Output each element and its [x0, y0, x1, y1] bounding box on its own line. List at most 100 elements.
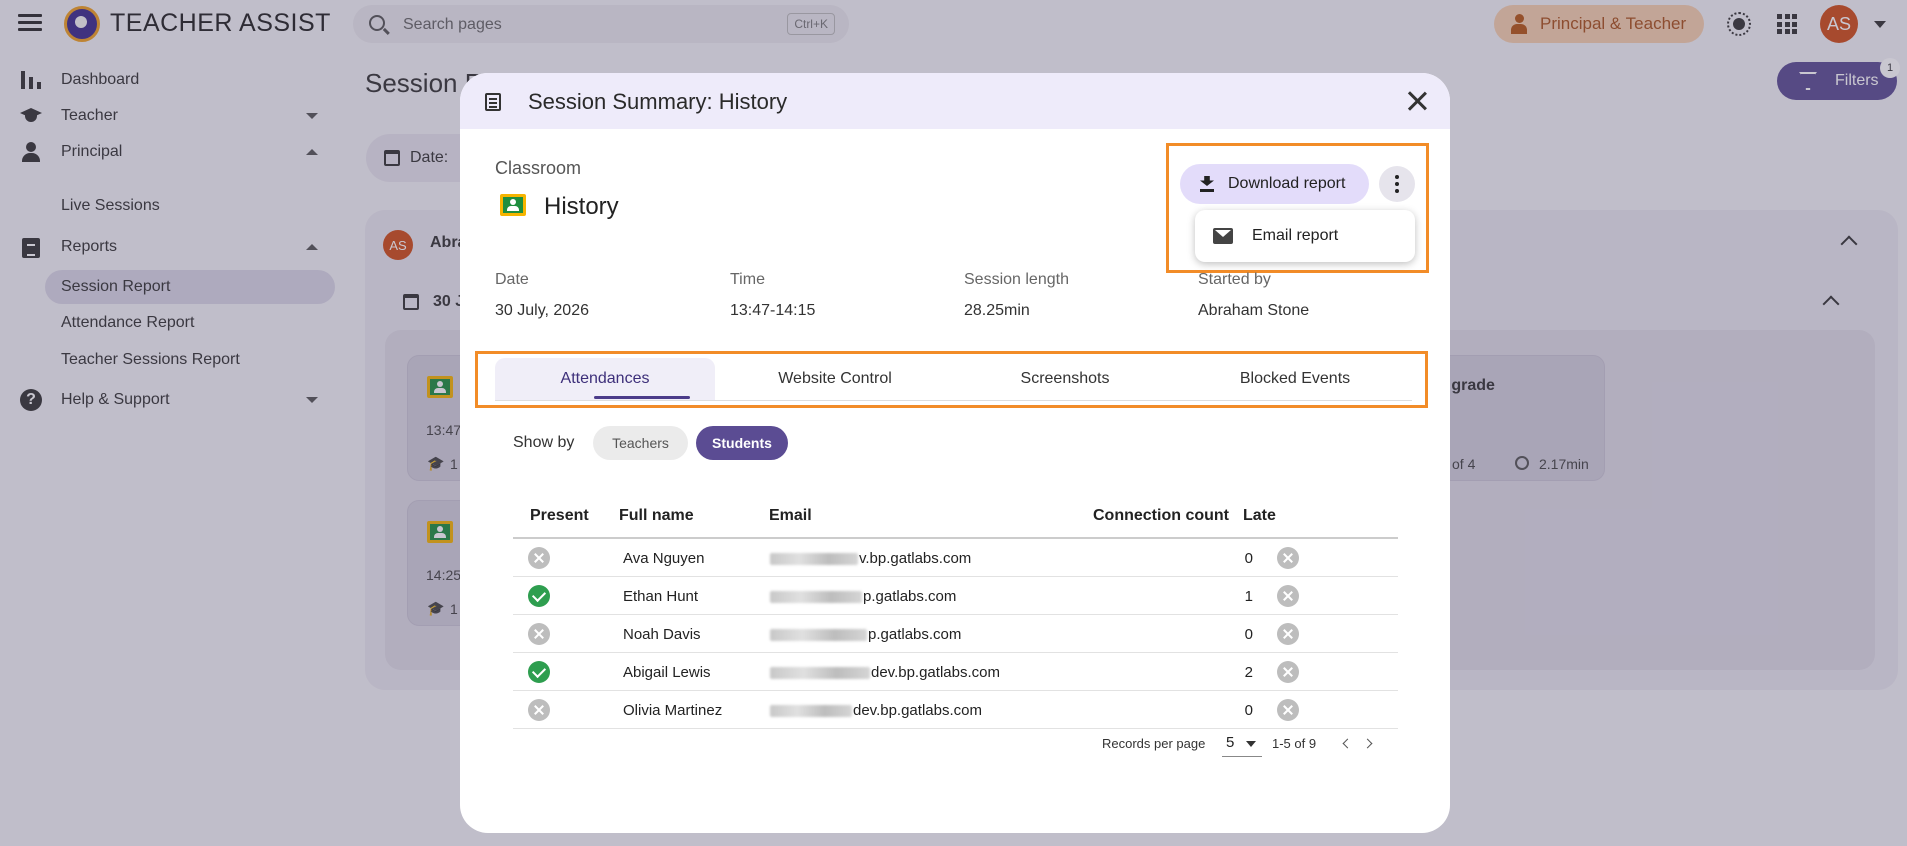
chevron-down-icon — [306, 113, 318, 119]
date-filter-label: Date: — [410, 149, 449, 166]
filters-button[interactable]: Filters — [1777, 62, 1897, 100]
search-icon — [369, 15, 385, 31]
graduation-cap-icon: 🎓 — [427, 600, 445, 616]
column-header-email[interactable]: Email — [769, 507, 812, 524]
student-email: dev.bp.gatlabs.com — [770, 702, 982, 719]
session-title: 9 grade — [1438, 377, 1495, 394]
filters-label: Filters — [1835, 72, 1879, 89]
connection-count: 1 — [1244, 588, 1253, 605]
student-name: Ethan Hunt — [623, 588, 699, 605]
chevron-down-icon — [1246, 741, 1256, 747]
clock-icon — [1515, 456, 1529, 470]
connection-count: 0 — [1244, 550, 1253, 567]
student-email: p.gatlabs.com — [770, 626, 961, 643]
connection-count: 0 — [1244, 702, 1253, 719]
close-icon[interactable] — [1406, 90, 1428, 112]
sidebar-item-reports[interactable]: Reports — [0, 229, 340, 265]
role-label: Principal & Teacher — [1540, 14, 1687, 33]
tab-attendances[interactable]: Attendances — [495, 358, 715, 400]
email-report-menu-item[interactable]: Email report — [1195, 210, 1415, 262]
bar-chart-icon — [20, 69, 42, 91]
column-header-connection-count[interactable]: Connection count — [1093, 507, 1229, 524]
show-by-teachers-toggle[interactable]: Teachers — [593, 426, 688, 460]
sidebar-item-teacher[interactable]: Teacher — [0, 98, 340, 134]
google-classroom-icon — [427, 376, 453, 398]
download-icon — [1200, 176, 1214, 192]
more-options-button[interactable] — [1379, 166, 1415, 202]
absent-icon — [528, 547, 550, 569]
date-filter-chip[interactable]: Date: — [366, 134, 476, 182]
email-send-icon — [1213, 228, 1233, 244]
sidebar-item-attendance-report[interactable]: Attendance Report — [45, 306, 335, 340]
show-by-label: Show by — [513, 434, 575, 451]
filters-count-badge: 1 — [1880, 58, 1900, 78]
search-input[interactable]: Search pages Ctrl+K — [353, 5, 849, 43]
top-bar: TEACHER ASSIST Search pages Ctrl+K Princ… — [0, 0, 1907, 48]
sidebar-item-help-support[interactable]: Help & Support — [0, 382, 340, 418]
table-row: Abigail Lewis dev.bp.gatlabs.com 2 — [513, 653, 1398, 691]
tab-screenshots[interactable]: Screenshots — [1020, 370, 1110, 387]
session-date: 30 J — [433, 293, 465, 310]
sidebar-item-principal[interactable]: Principal — [0, 134, 340, 170]
chevron-left-icon[interactable] — [1342, 738, 1353, 749]
highlight-box — [1166, 143, 1429, 273]
table-row: Ethan Hunt p.gatlabs.com 1 — [513, 577, 1398, 615]
email-report-label: Email report — [1252, 227, 1339, 244]
date-label: Date — [495, 271, 529, 288]
not-late-icon — [1277, 623, 1299, 645]
sidebar-item-session-report[interactable]: Session Report — [45, 270, 335, 304]
classroom-label: Classroom — [495, 158, 582, 178]
session-pages: of 4 — [1452, 456, 1476, 472]
date-value: 30 July, 2026 — [495, 302, 589, 319]
tab-blocked-events[interactable]: Blocked Events — [1239, 370, 1351, 387]
absent-icon — [528, 623, 550, 645]
student-name: Ava Nguyen — [623, 550, 705, 567]
table-row: Ava Nguyen v.bp.gatlabs.com 0 — [513, 539, 1398, 577]
search-shortcut: Ctrl+K — [787, 13, 835, 35]
pagination-range: 1-5 of 9 — [1272, 736, 1317, 751]
role-switcher-button[interactable]: Principal & Teacher — [1494, 5, 1704, 43]
column-header-present[interactable]: Present — [530, 507, 589, 524]
tab-bar: Attendances Website Control Screenshots … — [495, 358, 1412, 401]
classroom-name: History — [544, 193, 619, 220]
column-header-late[interactable]: Late — [1243, 507, 1276, 524]
show-by-students-toggle[interactable]: Students — [696, 426, 788, 460]
started-by-value: Abraham Stone — [1198, 302, 1310, 319]
chevron-up-icon — [306, 149, 318, 155]
menu-icon[interactable] — [18, 14, 42, 34]
sidebar-item-dashboard[interactable]: Dashboard — [0, 62, 340, 98]
google-classroom-icon — [500, 194, 526, 216]
time-label: Time — [730, 271, 765, 288]
not-late-icon — [1277, 661, 1299, 683]
app-brand: TEACHER ASSIST — [110, 9, 331, 37]
not-late-icon — [1277, 547, 1299, 569]
table-row: Olivia Martinez dev.bp.gatlabs.com 0 — [513, 691, 1398, 729]
chevron-right-icon[interactable] — [1362, 738, 1373, 749]
chevron-down-icon[interactable] — [1874, 21, 1886, 28]
session-duration: 2.17min — [1539, 456, 1589, 472]
started-by-label: Started by — [1198, 271, 1271, 288]
sidebar-item-label: Help & Support — [61, 391, 170, 408]
session-time: 13:47 — [426, 422, 462, 438]
present-check-icon — [528, 661, 550, 683]
apps-grid-icon[interactable] — [1777, 14, 1797, 34]
student-name: Noah Davis — [623, 626, 701, 643]
sidebar-item-live-sessions[interactable]: Live Sessions — [45, 189, 335, 223]
student-name: Abigail Lewis — [623, 664, 711, 681]
column-header-full-name[interactable]: Full name — [619, 507, 694, 524]
download-report-button[interactable]: Download report — [1180, 164, 1369, 204]
records-per-page-select[interactable]: 5 — [1222, 731, 1262, 757]
theme-toggle-icon[interactable] — [1727, 12, 1751, 36]
session-student-count: 1 — [450, 601, 458, 617]
session-length-value: 28.25min — [964, 302, 1030, 319]
person-icon — [20, 141, 42, 163]
clipboard-icon — [20, 236, 42, 258]
user-avatar[interactable]: AS — [1820, 5, 1858, 43]
calendar-icon — [384, 150, 400, 166]
student-name: Olivia Martinez — [623, 702, 723, 719]
search-placeholder: Search pages — [403, 16, 502, 33]
graduation-cap-icon — [20, 105, 42, 127]
calendar-icon — [403, 294, 419, 310]
tab-website-control[interactable]: Website Control — [778, 370, 892, 387]
sidebar-item-teacher-sessions-report[interactable]: Teacher Sessions Report — [45, 343, 335, 377]
